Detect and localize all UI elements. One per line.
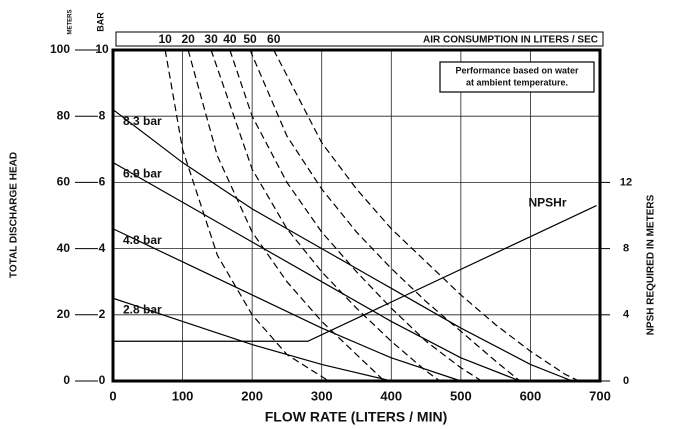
bar-tick-label: 10	[95, 42, 109, 56]
npsh-label: NPSHr	[529, 196, 567, 210]
y2-axis-title: NPSH REQUIRED IN METERS	[646, 194, 657, 335]
x-axis-title: FLOW RATE (LITERS / MIN)	[265, 409, 448, 425]
air-label: 20	[181, 32, 195, 46]
pressure-line	[112, 162, 521, 382]
annotation: at ambient temperature.	[466, 77, 568, 87]
air-label: 40	[223, 32, 237, 46]
y-tick-label: 60	[57, 175, 71, 189]
bar-tick-label: 4	[99, 241, 106, 255]
annotation-box	[439, 61, 595, 93]
plot-frame	[111, 48, 602, 383]
pressure-label: 8.3 bar	[123, 114, 162, 128]
y-tick-label: 100	[50, 42, 70, 56]
air-curve	[273, 49, 580, 382]
air-curve	[249, 49, 521, 382]
y-tick-label: 20	[57, 307, 71, 321]
pressure-line	[112, 297, 392, 382]
bar-tick-label: 8	[99, 108, 106, 122]
y-axis-title: TOTAL DISCHARGE HEAD	[9, 152, 20, 278]
npsh-line	[113, 205, 597, 342]
air-curve	[187, 49, 385, 382]
y2-tick-label: 12	[620, 176, 632, 188]
x-tick-label: 600	[520, 388, 542, 403]
annotation: Performance based on water	[455, 65, 579, 75]
bar-unit: BAR	[95, 12, 105, 32]
pressure-label: 2.8 bar	[123, 302, 162, 316]
y2-tick-label: 4	[623, 309, 630, 321]
x-tick-label: 500	[450, 388, 472, 403]
x-tick-label: 100	[172, 388, 194, 403]
y2-tick-label: 8	[623, 243, 629, 255]
air-curve	[229, 49, 483, 382]
pressure-line	[112, 109, 573, 382]
bar-tick-label: 6	[99, 175, 106, 189]
y2-tick-label: 0	[623, 375, 629, 387]
air-label: 60	[267, 32, 281, 46]
x-tick-label: 700	[589, 388, 611, 403]
x-tick-label: 300	[311, 388, 333, 403]
x-tick-label: 200	[241, 388, 263, 403]
pressure-label: 6.9 bar	[123, 167, 162, 181]
bar-tick-label: 2	[99, 307, 106, 321]
air-label: 50	[243, 32, 257, 46]
air-label: 30	[204, 32, 218, 46]
top-axis-strip	[115, 31, 604, 47]
x-tick-label: 0	[109, 388, 116, 403]
bar-tick-label: 0	[99, 373, 106, 387]
y-unit: METERS	[68, 9, 74, 34]
y-tick-label: 0	[63, 373, 70, 387]
air-curve	[210, 49, 441, 382]
pressure-line	[112, 228, 462, 382]
air-label: 10	[158, 32, 172, 46]
top-axis-title: AIR CONSUMPTION IN LITERS / SEC	[423, 35, 598, 46]
x-tick-label: 400	[380, 388, 402, 403]
air-curve	[164, 49, 329, 382]
pressure-label: 4.8 bar	[123, 233, 162, 247]
y-tick-label: 80	[57, 108, 71, 122]
y-tick-label: 40	[57, 241, 71, 255]
